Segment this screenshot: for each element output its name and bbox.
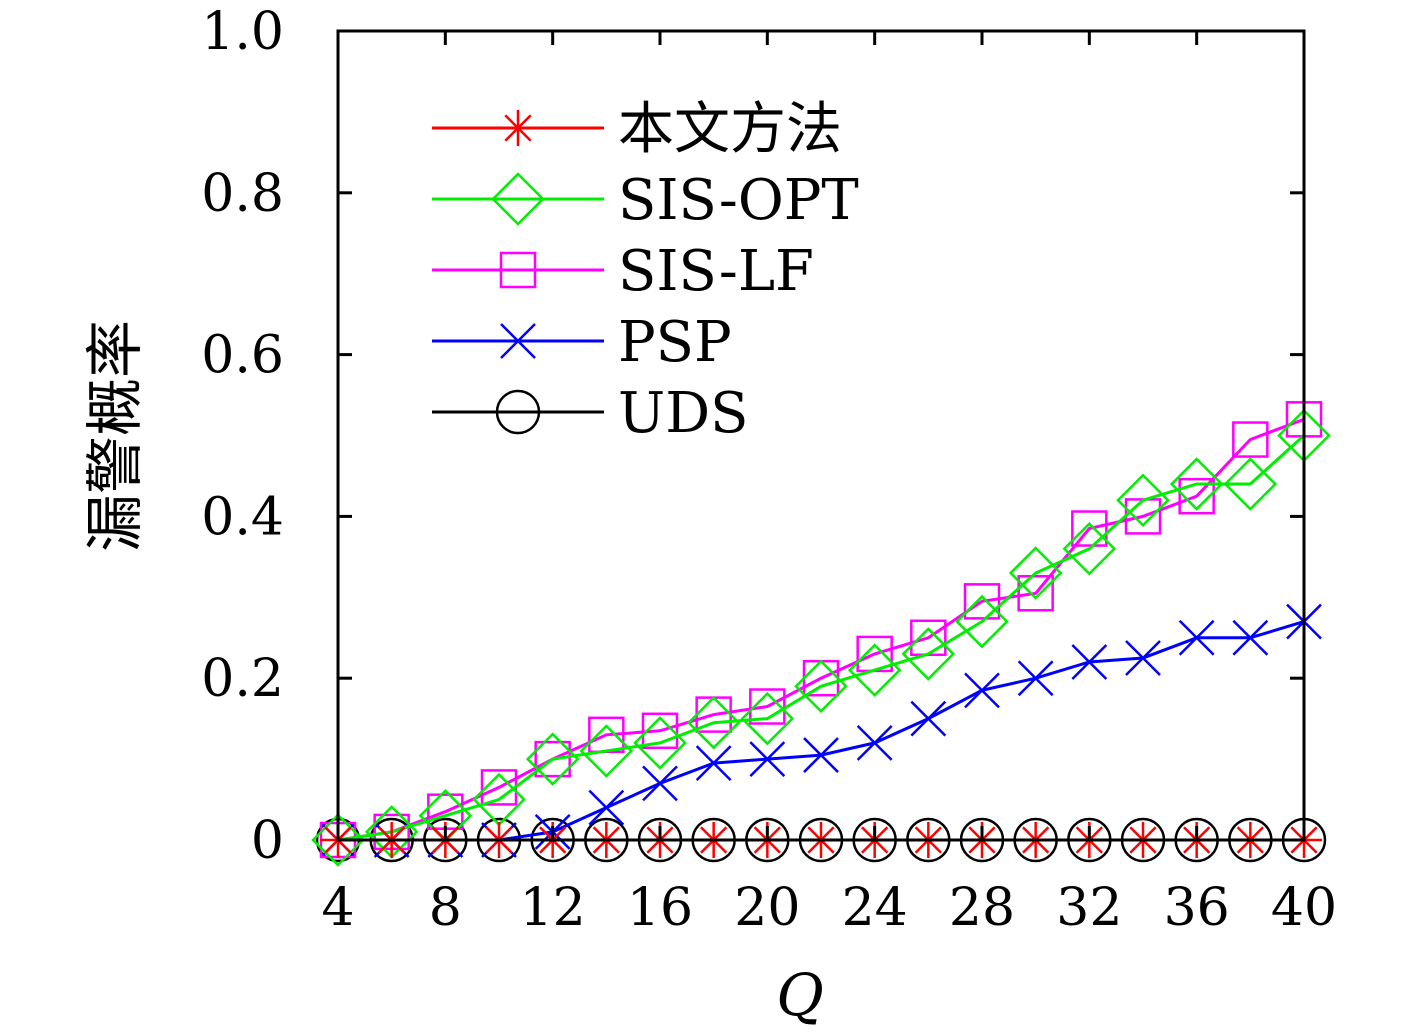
data-point-1-5: [579, 724, 634, 778]
data-point-3-12: [964, 672, 1000, 709]
data-point-2-14: [1071, 510, 1108, 547]
data-point-1-17: [1223, 457, 1278, 511]
legend-label-4: UDS: [618, 381, 748, 446]
data-point-1-12: [955, 594, 1009, 649]
legend-marker-1: [491, 172, 545, 226]
legend-entry-4: UDS: [432, 381, 748, 446]
x-tick-labels: 4 8 12 16 20 24 28 32 36 40: [321, 878, 1337, 938]
series-line-1: [337, 434, 1306, 842]
data-point-3-7: [695, 745, 732, 782]
legend-marker-4: [495, 389, 541, 435]
x-tick-label-0: 4: [321, 878, 354, 938]
data-point-1-4: [525, 732, 580, 786]
data-point-3-14: [1071, 644, 1108, 680]
x-tick-label-5: 24: [842, 878, 908, 938]
data-point-2-16: [1178, 477, 1215, 515]
data-point-3-13: [1017, 660, 1054, 697]
data-point-3-5: [588, 789, 625, 826]
legend-entry-1: SIS-OPT: [432, 168, 859, 233]
data-point-3-15: [1125, 640, 1161, 676]
data-point-1-7: [686, 695, 741, 750]
data-point-1-16: [1169, 457, 1224, 511]
legend-label-2: SIS-LF: [618, 239, 814, 304]
legend-marker-0: [500, 110, 536, 146]
data-point-1-6: [633, 716, 687, 770]
x-tick-label-6: 28: [949, 878, 1015, 938]
legend-marker-3: [500, 323, 536, 359]
x-tick-label-4: 20: [734, 878, 800, 938]
legend-label-1: SIS-OPT: [618, 168, 859, 233]
data-point-1-9: [794, 659, 848, 714]
data-point-2-6: [641, 712, 679, 750]
data-point-3-11: [910, 700, 947, 737]
y-tick-label-5: 1.0: [201, 2, 284, 62]
data-point-3-16: [1178, 619, 1215, 656]
data-point-3-17: [1232, 619, 1269, 656]
y-tick-labels: 0 0.2 0.4 0.6 0.8 1.0: [201, 2, 284, 871]
y-tick-label-4: 0.8: [201, 164, 284, 224]
legend-marker-2: [499, 251, 537, 289]
data-point-2-13: [1017, 575, 1054, 612]
data-point-2-8: [749, 688, 786, 725]
data-point-3-6: [642, 765, 678, 802]
data-point-1-13: [1008, 546, 1063, 600]
data-point-2-17: [1232, 421, 1269, 458]
legend-entry-3: PSP: [432, 310, 732, 375]
data-point-1-8: [740, 691, 795, 746]
series-line-2: [337, 417, 1305, 842]
data-point-3-9: [803, 737, 839, 773]
x-tick-label-7: 32: [1056, 878, 1122, 938]
x-axis-label: Q: [776, 961, 824, 1029]
data-point-1-11: [901, 627, 956, 681]
plot-frame: [336, 29, 1306, 842]
tick-marks: [336, 29, 1306, 842]
y-tick-label-1: 0.2: [201, 649, 284, 709]
y-tick-label-2: 0.4: [201, 487, 284, 547]
x-tick-label-2: 12: [520, 878, 586, 938]
data-point-2-12: [963, 583, 1001, 620]
data-point-3-10: [856, 725, 893, 761]
legend-entry-0: 本文方法: [432, 97, 842, 162]
y-tick-label-3: 0.6: [201, 326, 284, 386]
data-point-1-15: [1116, 473, 1170, 527]
x-tick-label-3: 16: [627, 878, 693, 938]
data-point-2-4: [534, 740, 571, 778]
data-point-3-8: [749, 741, 786, 777]
y-axis-label: 漏警概率: [81, 320, 149, 552]
x-tick-label-9: 40: [1271, 878, 1337, 938]
data-point-1-0: [311, 813, 365, 867]
x-tick-label-1: 8: [429, 878, 462, 938]
y-tick-label-0: 0: [251, 811, 284, 871]
legend-label-0: 本文方法: [618, 97, 842, 162]
data-point-1-10: [847, 643, 902, 697]
plot-area: [338, 31, 1304, 840]
x-tick-label-8: 36: [1164, 878, 1230, 938]
legend-label-3: PSP: [618, 310, 732, 375]
data-point-1-14: [1062, 521, 1117, 576]
legend-entry-2: SIS-LF: [432, 239, 814, 304]
